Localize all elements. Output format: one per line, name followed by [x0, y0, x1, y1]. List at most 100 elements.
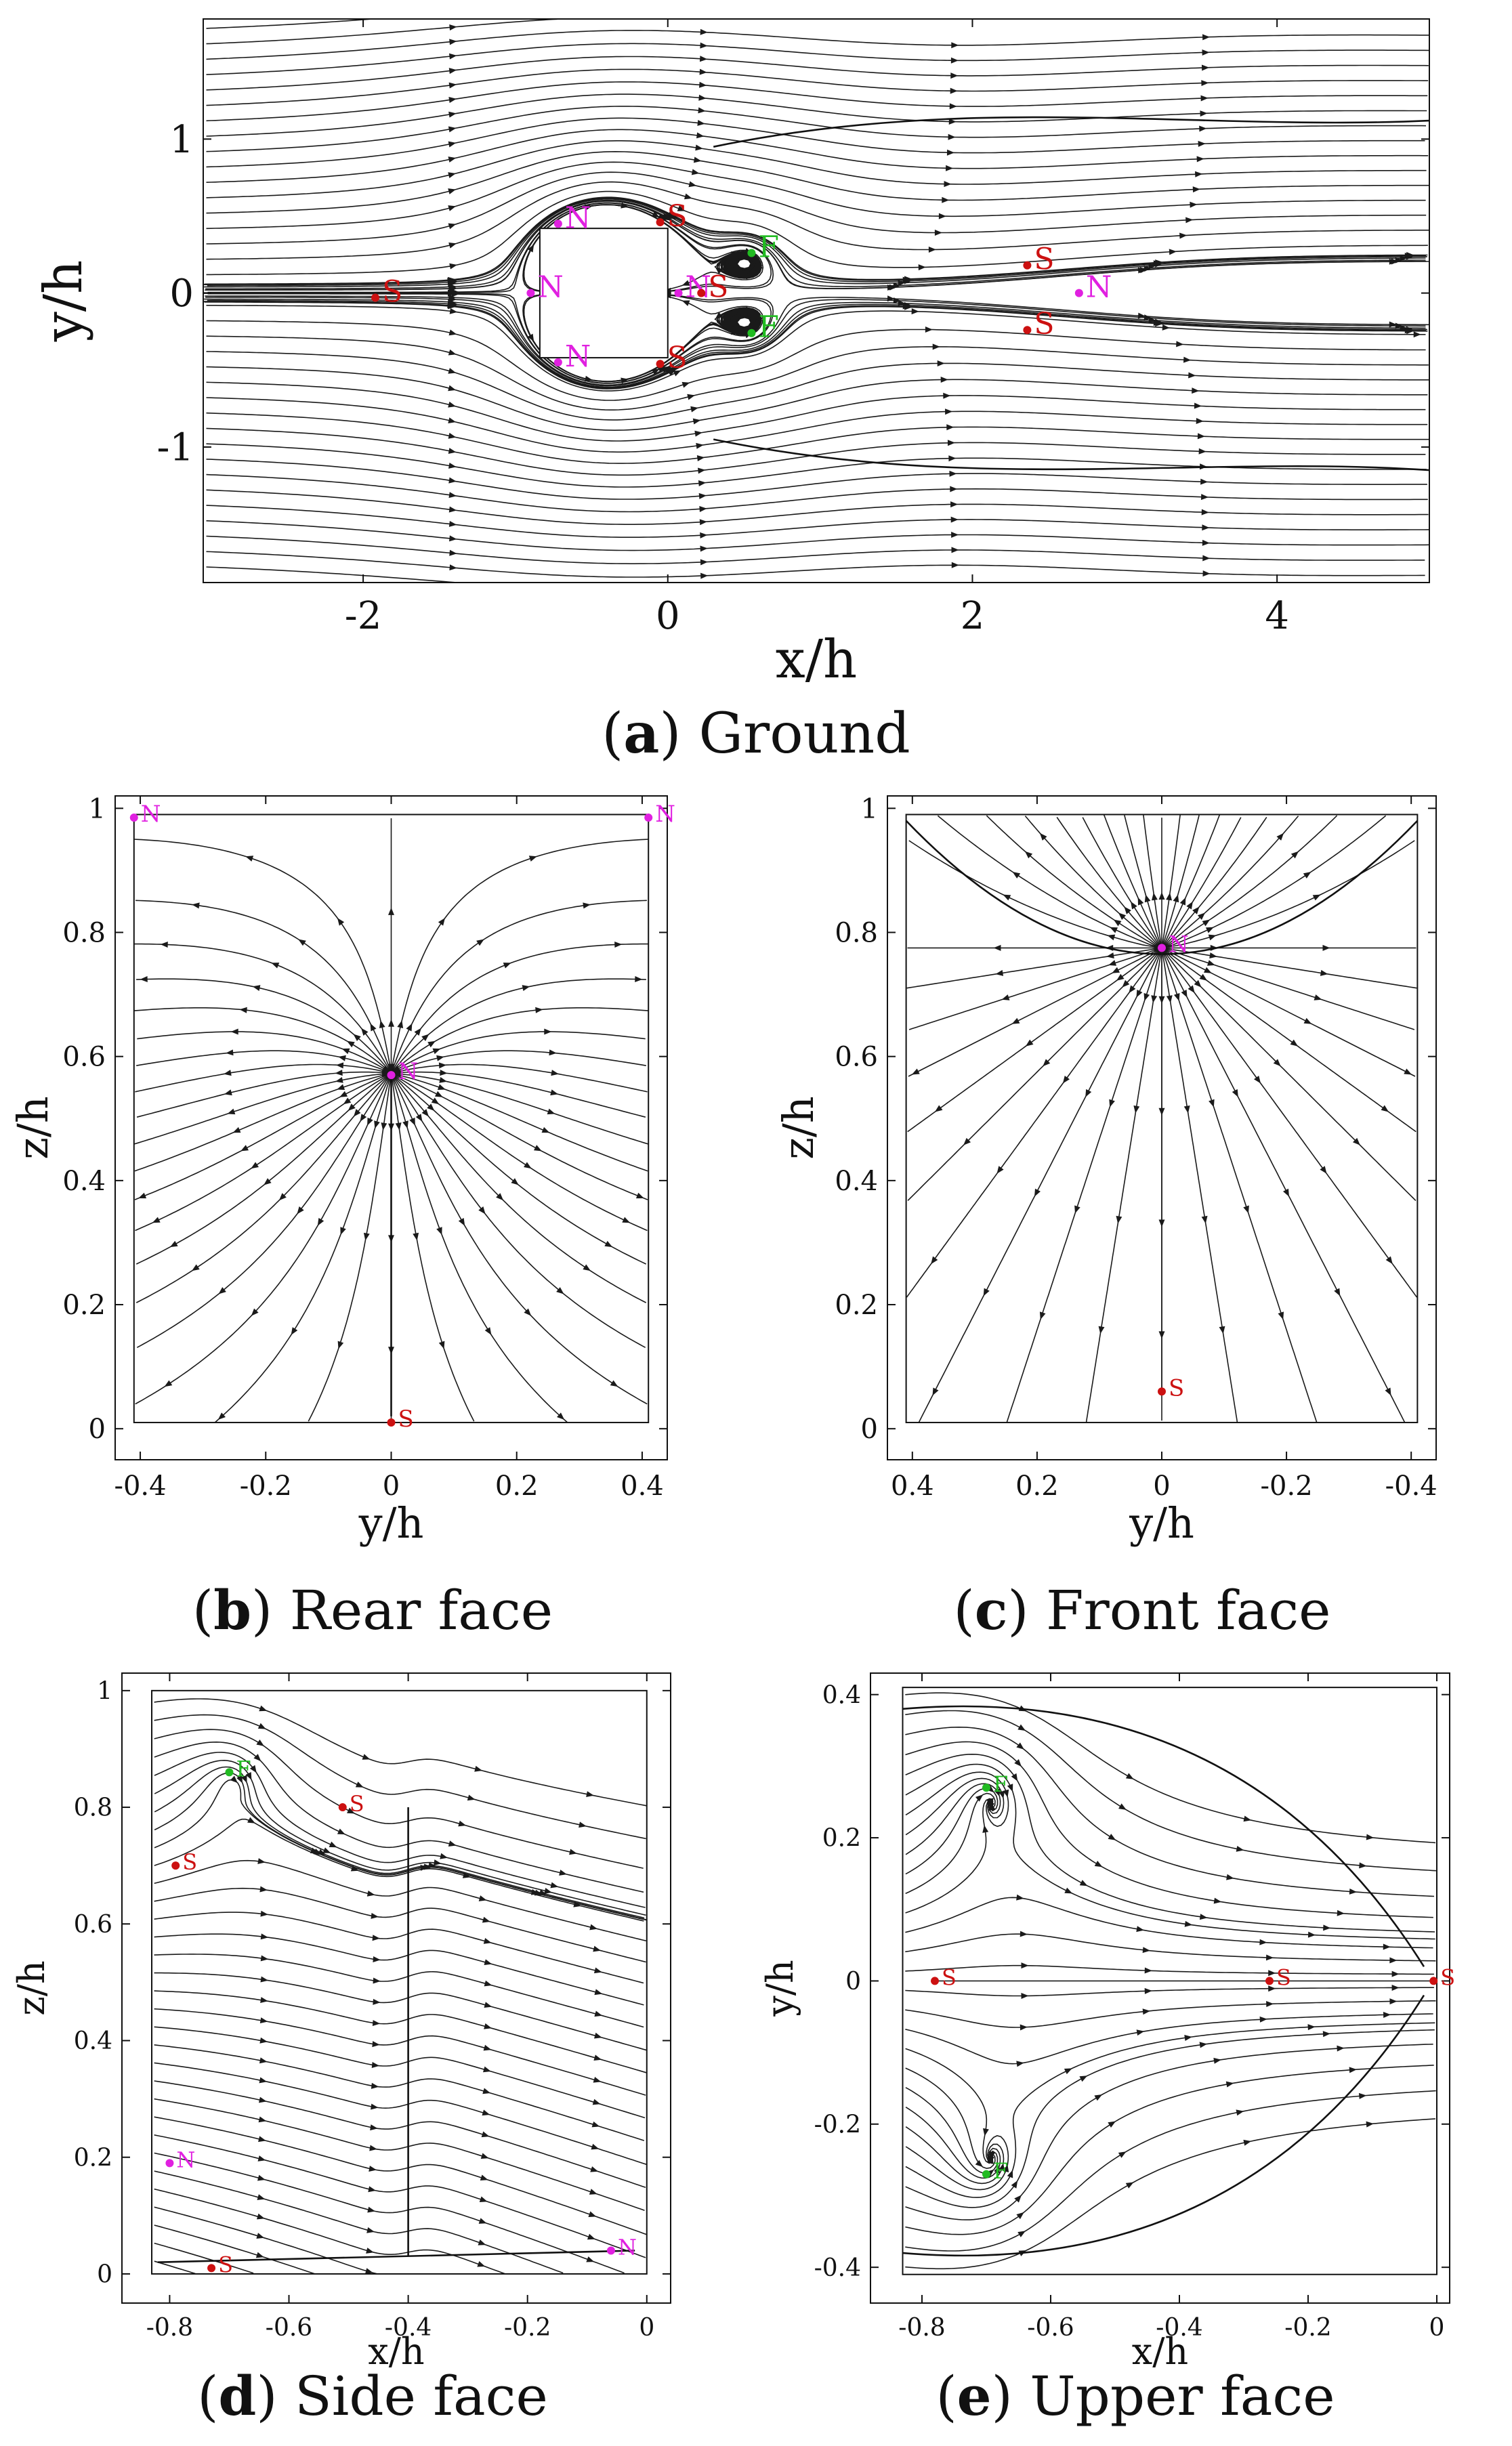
streamline-arrow — [1400, 324, 1408, 331]
streamline-arrow — [1020, 2024, 1028, 2031]
streamline-arrow — [587, 2233, 595, 2240]
streamline-arrow — [1276, 832, 1284, 841]
streamline-arrow — [1259, 2016, 1267, 2023]
streamline-arrow — [1125, 2182, 1134, 2189]
caption-c-text: Front face — [1046, 1579, 1331, 1642]
streamline-arrow — [1016, 2061, 1024, 2067]
streamline — [206, 93, 1427, 137]
critical-point-label: N — [1169, 931, 1189, 958]
streamline-arrow — [482, 2066, 491, 2073]
streamline-arrow — [484, 2002, 492, 2008]
y-tick-label: 0.6 — [62, 1042, 106, 1073]
streamline — [154, 2062, 647, 2166]
streamline-arrow — [1125, 1773, 1134, 1779]
streamline — [206, 43, 1429, 75]
streamline-arrow — [1202, 570, 1211, 577]
streamline-arrow — [381, 1122, 387, 1131]
streamline-arrow — [256, 2233, 265, 2239]
streamline-arrow — [583, 902, 591, 909]
streamline-arrow — [586, 1791, 594, 1798]
streamline-arrow — [1366, 2121, 1374, 2128]
streamline — [135, 1063, 396, 1093]
streamline-arrow — [748, 266, 757, 273]
streamline-arrow — [1243, 1205, 1249, 1214]
x-tick-label: -0.8 — [898, 2314, 945, 2342]
x-axis-label: x/h — [1132, 2330, 1188, 2373]
streamline-arrow — [1206, 960, 1215, 966]
streamline-arrow — [1391, 1970, 1400, 1977]
streamline-arrow — [251, 1308, 259, 1316]
streamline-arrow — [696, 132, 705, 139]
streamline — [154, 1954, 644, 2028]
caption-e-letter: e — [957, 2364, 992, 2428]
streamline-arrow — [192, 902, 200, 909]
streamline — [154, 2170, 564, 2274]
streamline-arrow — [249, 1765, 257, 1773]
streamline — [206, 181, 1429, 260]
streamline — [1161, 818, 1166, 949]
streamline — [905, 1710, 1436, 1872]
streamline-arrow — [1106, 952, 1114, 959]
streamline-arrow — [528, 856, 537, 862]
critical-point-label: S — [942, 1964, 957, 1990]
streamline — [207, 299, 1428, 389]
streamline-arrow — [371, 1913, 379, 1919]
streamline — [206, 106, 1427, 152]
streamline-arrow — [1202, 555, 1211, 562]
streamline — [206, 19, 558, 45]
streamline-arrow — [226, 1049, 234, 1056]
streamline-arrow — [604, 1240, 613, 1248]
streamline — [206, 140, 1427, 198]
critical-point-label: N — [1086, 270, 1112, 305]
streamline-arrow — [1307, 2024, 1316, 2031]
streamline-arrow — [1188, 372, 1196, 379]
streamline-arrow — [1098, 1326, 1105, 1334]
streamline-arrow — [1116, 973, 1125, 981]
streamline-arrow — [436, 1055, 444, 1061]
caption-d-letter: d — [218, 2364, 257, 2428]
streamline — [905, 1933, 1436, 1962]
y-tick-label: 0.8 — [835, 917, 878, 948]
streamline-arrow — [477, 2261, 486, 2267]
streamline-arrow — [1016, 1742, 1024, 1750]
streamline-arrow — [217, 1412, 226, 1420]
streamline-arrow — [227, 1108, 236, 1115]
streamline-arrow — [448, 111, 457, 118]
streamline-arrow — [1003, 1789, 1009, 1798]
streamline-arrow — [951, 532, 959, 539]
streamline-arrow — [1320, 1166, 1327, 1174]
y-tick-label: -0.2 — [814, 2111, 861, 2138]
streamline-arrow — [354, 1109, 361, 1117]
critical-point-label: S — [1034, 307, 1054, 341]
critical-point-label: S — [218, 2252, 233, 2277]
streamline-arrow — [448, 156, 457, 163]
streamline-arrow — [524, 1162, 532, 1169]
streamline-arrow — [245, 856, 254, 862]
caption-c: (c) Front face — [953, 1578, 1331, 1642]
streamline-arrow — [1188, 985, 1195, 994]
x-tick-label: 0 — [383, 1471, 400, 1502]
streamline — [154, 2188, 506, 2275]
streamline-arrow — [448, 284, 457, 291]
streamline-arrow — [369, 2145, 377, 2151]
streamline-arrow — [931, 1256, 938, 1265]
streamline-arrow — [918, 264, 926, 271]
streamline-arrow — [255, 2252, 264, 2258]
streamline-arrow — [1197, 912, 1206, 920]
streamline-arrow — [535, 1007, 543, 1013]
streamline-arrow — [1205, 927, 1214, 933]
streamline-arrow — [677, 205, 686, 211]
streamline-arrow — [448, 188, 456, 194]
streamline-arrow — [556, 1412, 565, 1420]
streamline-arrow — [594, 2010, 603, 2017]
streamline-arrow — [482, 1916, 490, 1923]
streamline-arrow — [1312, 894, 1321, 901]
streamline-arrow — [337, 1341, 344, 1349]
streamline-arrow — [1192, 387, 1200, 394]
streamline-arrow — [230, 1028, 238, 1035]
streamline — [206, 19, 371, 29]
streamline-arrow — [440, 1853, 448, 1859]
streamline-arrow — [449, 535, 457, 542]
streamline-arrow — [448, 492, 457, 499]
streamline — [154, 2116, 648, 2235]
